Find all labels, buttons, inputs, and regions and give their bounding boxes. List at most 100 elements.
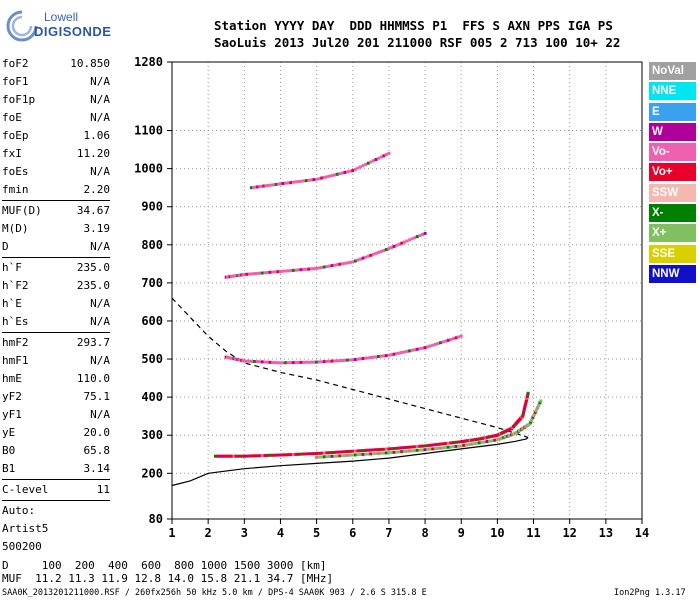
x-tick-label: 6 [349, 526, 356, 540]
echo-point [258, 360, 262, 364]
echo-point [291, 268, 295, 272]
echo-point [485, 440, 489, 443]
echo-point [382, 154, 386, 158]
echo-point [248, 454, 251, 458]
echo-point [310, 267, 313, 271]
echo-point [343, 358, 347, 362]
param-row: C-level 11 [2, 481, 110, 499]
echo-point [530, 417, 534, 421]
echo-point [346, 358, 350, 362]
param-name: foEp [2, 129, 29, 142]
logo-text-lowell: Lowell [44, 10, 79, 24]
x-tick-label: 7 [385, 526, 392, 540]
echo-point [439, 341, 443, 345]
echo-point [286, 269, 290, 273]
param-name: MUF(D) [2, 204, 42, 217]
param-name: foEs [2, 165, 29, 178]
echo-point [297, 180, 300, 184]
param-value: N/A [90, 111, 110, 124]
x-tick-label: 11 [526, 526, 540, 540]
echo-point [222, 454, 226, 458]
echo-point [397, 446, 401, 450]
echo-point [421, 444, 424, 448]
echo-point [312, 178, 316, 182]
echo-point [521, 413, 525, 416]
echo-point [433, 443, 437, 447]
echo-point [348, 449, 352, 453]
echo-point [351, 169, 355, 172]
echo-point [297, 452, 300, 456]
echo-point [426, 447, 430, 451]
echo-point [325, 359, 329, 363]
legend-item: E [649, 102, 696, 121]
x-tick-label: 9 [458, 526, 465, 540]
echo-point [289, 361, 293, 365]
echo-point [371, 159, 375, 163]
echo-point [415, 448, 419, 452]
legend-item: X- [649, 204, 696, 223]
y-tick-label: 80 [149, 512, 163, 526]
echo-point [276, 270, 280, 274]
echo-point [310, 178, 313, 182]
echo-point [320, 451, 324, 455]
echo-point [431, 447, 435, 451]
echo-point [315, 360, 319, 364]
echo-point [276, 361, 280, 365]
echo-point [289, 453, 293, 457]
echo-point [400, 446, 404, 450]
echo-point [418, 347, 422, 351]
echo-point [317, 360, 321, 364]
echo-point [346, 450, 350, 453]
echo-point [325, 455, 329, 459]
echo-point [340, 454, 344, 458]
echo-point [242, 454, 246, 458]
params-separator [2, 257, 110, 258]
echo-point [390, 447, 393, 451]
echo-point [534, 409, 538, 413]
echo-point [232, 454, 236, 458]
echo-point [335, 359, 339, 363]
echo-point [238, 454, 242, 458]
echo-point [402, 240, 406, 244]
param-name: yF1 [2, 408, 22, 421]
echo-point [366, 452, 370, 456]
muf-frequency-row: MUF 11.2 11.3 11.9 12.8 14.0 15.8 21.1 3… [2, 572, 334, 585]
param-value: N/A [90, 75, 110, 88]
echo-point [413, 449, 417, 453]
echo-point [266, 184, 270, 187]
param-value: 235.0 [76, 279, 110, 292]
echo-point [351, 358, 355, 362]
params-separator [2, 500, 110, 501]
echo-point [359, 257, 362, 261]
echo-point [274, 182, 278, 186]
x-tick-label: 3 [241, 526, 248, 540]
echo-point [390, 246, 393, 249]
echo-point [371, 452, 375, 456]
echo-point [413, 236, 417, 240]
y-tick-label: 500 [141, 352, 163, 366]
echo-point [340, 262, 344, 266]
echo-point [475, 441, 479, 445]
echo-point [348, 358, 352, 362]
version-label: Ion2Png 1.3.17 [614, 588, 686, 598]
echo-point [299, 360, 303, 364]
echo-point [279, 270, 282, 273]
echo-point [289, 181, 293, 185]
echo-point [464, 443, 468, 447]
echo-point [533, 412, 537, 416]
echo-point [273, 453, 277, 457]
param-row: yF2 75.1 [2, 388, 110, 406]
echo-point [325, 265, 329, 269]
echo-point [264, 184, 268, 188]
param-name: 500200 [2, 540, 42, 553]
echo-point [538, 401, 542, 405]
echo-point [523, 403, 527, 407]
echo-point [402, 449, 406, 453]
echo-point [322, 455, 326, 459]
echo-point [284, 453, 288, 457]
echo-point [330, 174, 334, 177]
echo-point [263, 360, 267, 364]
x-tick-label: 13 [599, 526, 613, 540]
echo-point [294, 180, 298, 184]
echo-point [377, 355, 381, 358]
